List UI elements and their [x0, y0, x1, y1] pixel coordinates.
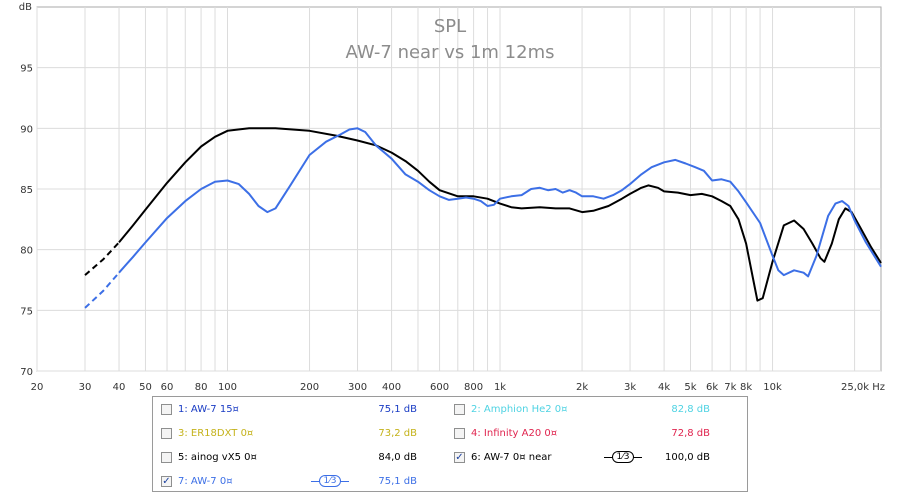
- legend-value-5: 84,0 dB: [378, 452, 417, 463]
- x-tick-label: 10k: [763, 382, 782, 393]
- x-tick-label: 4k: [658, 382, 670, 393]
- x-tick-label: 80: [195, 382, 208, 393]
- x-tick-label: 20: [31, 382, 44, 393]
- spl-chart: 70 75 80 85 90 95 20 30 40 50 60 80 100 200 300 400 600…: [19, 2, 885, 393]
- x-tick-label: 25,0k Hz: [841, 382, 885, 393]
- legend-label-7: 7: AW-7 0¤: [178, 476, 233, 487]
- legend-checkbox-7[interactable]: ✓: [161, 476, 172, 487]
- x-tick-label: 6k: [706, 382, 718, 393]
- x-tick-label: 300: [348, 382, 367, 393]
- y-tick-label: 90: [20, 124, 33, 135]
- legend-label-5: 5: ainog vX5 0¤: [178, 452, 257, 463]
- legend-label-1: 1: AW-7 15¤: [178, 404, 239, 415]
- series-line-dashed-2: [84, 272, 120, 309]
- legend-label-2: 2: Amphion He2 0¤: [471, 404, 568, 415]
- legend-label-4: 4: Infinity A20 0¤: [471, 428, 558, 439]
- y-tick-label: 70: [20, 367, 33, 378]
- chart-subtitle: AW-7 near vs 1m 12ms: [346, 42, 555, 63]
- legend-label-6: 6: AW-7 0¤ near: [471, 452, 552, 463]
- x-tick-label: 7k: [724, 382, 736, 393]
- x-tick-label: 2k: [576, 382, 588, 393]
- x-tick-label: 30: [79, 382, 92, 393]
- x-tick-label: 200: [300, 382, 319, 393]
- x-tick-label: 1k: [494, 382, 506, 393]
- x-tick-label: 40: [113, 382, 126, 393]
- legend-label-3: 3: ER18DXT 0¤: [178, 428, 254, 439]
- legend-entry-5: 5: ainog vX5 0¤ 84,0 dB: [161, 448, 451, 468]
- legend-checkbox-6[interactable]: ✓: [454, 452, 465, 463]
- x-tick-label: 800: [464, 382, 483, 393]
- y-tick-label: 75: [20, 306, 33, 317]
- chart-title: SPL: [434, 16, 466, 37]
- y-tick-label: 80: [20, 246, 33, 257]
- series-line-dashed-1: [84, 241, 120, 276]
- legend-value-2: 82,8 dB: [671, 404, 710, 415]
- x-tick-label: 8k: [740, 382, 752, 393]
- legend-checkbox-5[interactable]: [161, 452, 172, 463]
- y-tick-label: 85: [20, 185, 33, 196]
- legend-value-1: 75,1 dB: [378, 404, 417, 415]
- legend-checkbox-4[interactable]: [454, 428, 465, 439]
- legend-entry-1: 1: AW-7 15¤ 75,1 dB: [161, 400, 451, 420]
- x-tick-label: 400: [382, 382, 401, 393]
- series-line-1: [118, 127, 882, 302]
- series-line-2: [118, 127, 882, 278]
- x-tick-label: 50: [139, 382, 152, 393]
- legend-value-4: 72,8 dB: [671, 428, 710, 439]
- y-axis-label: dB: [19, 2, 32, 13]
- legend-entry-4: 4: Infinity A20 0¤ 72,8 dB: [454, 424, 744, 444]
- x-tick-label: 600: [430, 382, 449, 393]
- legend-value-7: 75,1 dB: [378, 476, 417, 487]
- legend-entry-7: ✓ 7: AW-7 0¤ 1⁄3 75,1 dB: [161, 472, 451, 492]
- legend-checkbox-1[interactable]: [161, 404, 172, 415]
- legend-entry-6: ✓ 6: AW-7 0¤ near 1⁄3 100,0 dB: [454, 448, 744, 468]
- x-tick-label: 3k: [624, 382, 636, 393]
- legend-entry-2: 2: Amphion He2 0¤ 82,8 dB: [454, 400, 744, 420]
- legend-checkbox-2[interactable]: [454, 404, 465, 415]
- x-tick-label: 100: [218, 382, 237, 393]
- y-tick-label: 95: [20, 64, 33, 75]
- legend-checkbox-3[interactable]: [161, 428, 172, 439]
- legend-value-3: 73,2 dB: [378, 428, 417, 439]
- legend-entry-3: 3: ER18DXT 0¤ 73,2 dB: [161, 424, 451, 444]
- legend-value-6: 100,0 dB: [664, 452, 710, 463]
- x-tick-label: 60: [161, 382, 174, 393]
- smoothing-badge-7[interactable]: 1⁄3: [319, 475, 341, 487]
- legend-panel: 1: AW-7 15¤ 75,1 dB 2: Amphion He2 0¤ 82…: [152, 396, 748, 492]
- x-tick-label: 5k: [684, 382, 696, 393]
- smoothing-badge-6[interactable]: 1⁄3: [612, 451, 634, 463]
